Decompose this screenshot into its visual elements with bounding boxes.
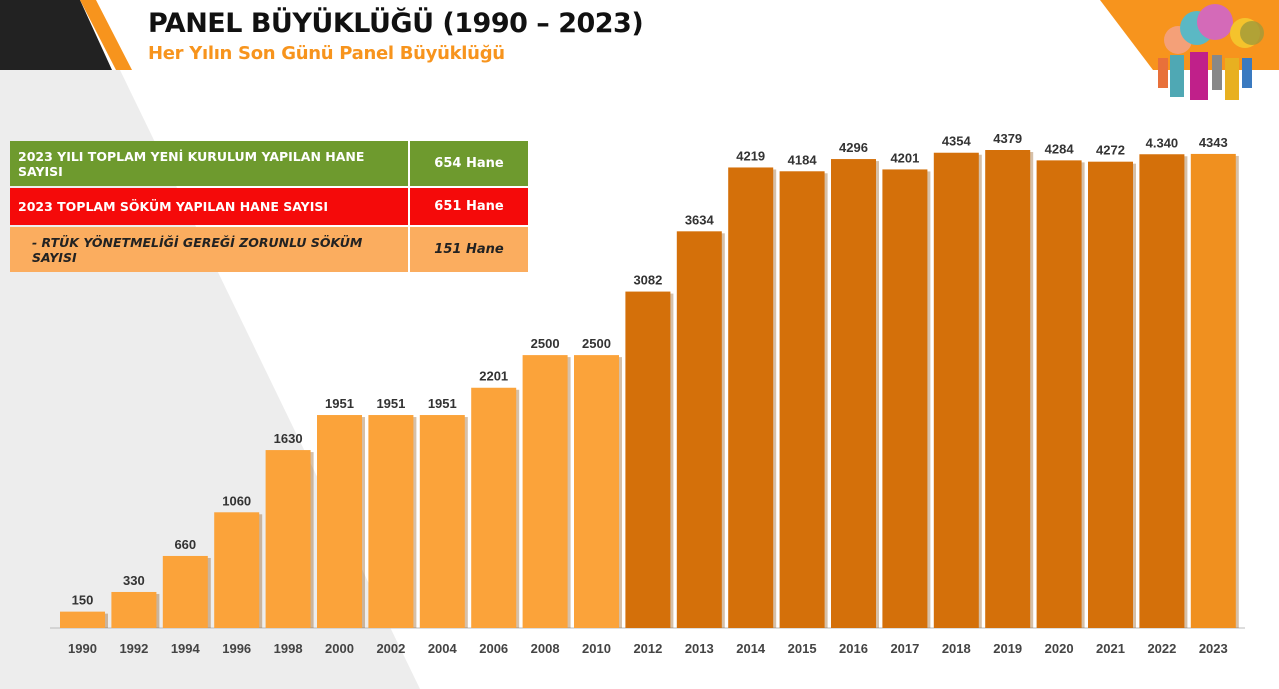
- bar-2006: [471, 387, 517, 628]
- bar-2018: [933, 152, 979, 628]
- row-value: 654 Hane: [434, 156, 504, 171]
- x-tick-label: 2008: [531, 641, 560, 656]
- bar-2017: [882, 169, 928, 629]
- data-label: 3634: [685, 212, 715, 227]
- x-tick-label: 2023: [1199, 641, 1228, 656]
- bar-2022: [1139, 154, 1185, 628]
- data-label: 4296: [839, 140, 868, 155]
- bar-1998: [265, 450, 311, 628]
- x-tick-label: 1996: [222, 641, 251, 656]
- data-label: 2500: [531, 336, 560, 351]
- data-label: 3082: [633, 273, 662, 288]
- bar-2002: [368, 415, 414, 628]
- bar-1994: [162, 555, 208, 628]
- bar-1992: [111, 591, 157, 628]
- data-label: 2500: [582, 336, 611, 351]
- data-label: 4379: [993, 131, 1022, 146]
- data-label: 4.340: [1146, 135, 1179, 150]
- bar-2013: [676, 231, 722, 629]
- x-tick-label: 2004: [428, 641, 458, 656]
- bar-1990: [60, 611, 105, 628]
- x-tick-label: 2022: [1147, 641, 1176, 656]
- x-tick-label: 2018: [942, 641, 971, 656]
- data-label: 1060: [222, 493, 251, 508]
- data-label: 4284: [1045, 141, 1075, 156]
- bar-2010: [574, 355, 619, 628]
- people-icon: [1158, 4, 1264, 100]
- page-subtitle: Her Yılın Son Günü Panel Büyüklüğü: [148, 43, 505, 64]
- x-tick-label: 2002: [376, 641, 405, 656]
- x-tick-label: 2012: [633, 641, 662, 656]
- bar-2019: [985, 150, 1031, 628]
- page-title: PANEL BÜYÜKLÜĞÜ (1990 – 2023): [148, 8, 644, 39]
- bar-2015: [779, 171, 825, 628]
- x-tick-label: 2020: [1045, 641, 1074, 656]
- x-tick-label: 2013: [685, 641, 714, 656]
- bar-2014: [728, 167, 774, 628]
- data-label: 4201: [890, 150, 919, 165]
- x-tick-label: 2010: [582, 641, 611, 656]
- x-tick-label: 2019: [993, 641, 1022, 656]
- data-label: 1630: [274, 431, 303, 446]
- x-tick-label: 2014: [736, 641, 766, 656]
- x-tick-label: 1998: [274, 641, 303, 656]
- x-tick-label: 2016: [839, 641, 868, 656]
- data-label: 150: [72, 593, 94, 608]
- row-value: 151 Hane: [434, 242, 504, 257]
- summary-table: 2023 YILI TOPLAM YENİ KURULUM YAPILAN HA…: [10, 141, 528, 274]
- bar-2004: [419, 415, 465, 628]
- bar-2008: [522, 355, 568, 628]
- data-label: 1951: [325, 396, 354, 411]
- x-tick-label: 2021: [1096, 641, 1125, 656]
- x-tick-label: 1992: [119, 641, 148, 656]
- data-label: 4219: [736, 148, 765, 163]
- row-value: 651 Hane: [434, 199, 504, 214]
- table-row-mandatory-removals: - RTÜK YÖNETMELİĞİ GEREĞİ ZORUNLU SÖKÜM …: [10, 227, 528, 272]
- x-tick-label: 1994: [171, 641, 201, 656]
- bar-2023: [1190, 153, 1236, 628]
- bar-2012: [625, 291, 671, 628]
- data-label: 1951: [376, 396, 405, 411]
- x-tick-label: 2015: [788, 641, 817, 656]
- x-tick-label: 2017: [890, 641, 919, 656]
- data-label: 330: [123, 573, 145, 588]
- data-label: 4354: [942, 134, 972, 149]
- data-label: 660: [174, 537, 196, 552]
- data-label: 4272: [1096, 143, 1125, 158]
- bar-1996: [214, 512, 260, 628]
- x-tick-label: 1990: [68, 641, 97, 656]
- bar-2016: [831, 159, 876, 628]
- row-label: - RTÜK YÖNETMELİĞİ GEREĞİ ZORUNLU SÖKÜM …: [10, 227, 410, 272]
- row-label: 2023 YILI TOPLAM YENİ KURULUM YAPILAN HA…: [10, 141, 410, 186]
- bar-2020: [1036, 160, 1082, 629]
- bar-2000: [317, 415, 362, 628]
- data-label: 1951: [428, 396, 457, 411]
- table-row-removals: 2023 TOPLAM SÖKÜM YAPILAN HANE SAYISI 65…: [10, 188, 528, 225]
- x-tick-label: 2000: [325, 641, 354, 656]
- data-label: 4343: [1199, 135, 1228, 150]
- row-label: 2023 TOPLAM SÖKÜM YAPILAN HANE SAYISI: [10, 188, 410, 225]
- table-row-new-installs: 2023 YILI TOPLAM YENİ KURULUM YAPILAN HA…: [10, 141, 528, 186]
- bar-2021: [1088, 161, 1133, 628]
- data-label: 2201: [479, 369, 508, 384]
- x-tick-label: 2006: [479, 641, 508, 656]
- data-label: 4184: [788, 152, 818, 167]
